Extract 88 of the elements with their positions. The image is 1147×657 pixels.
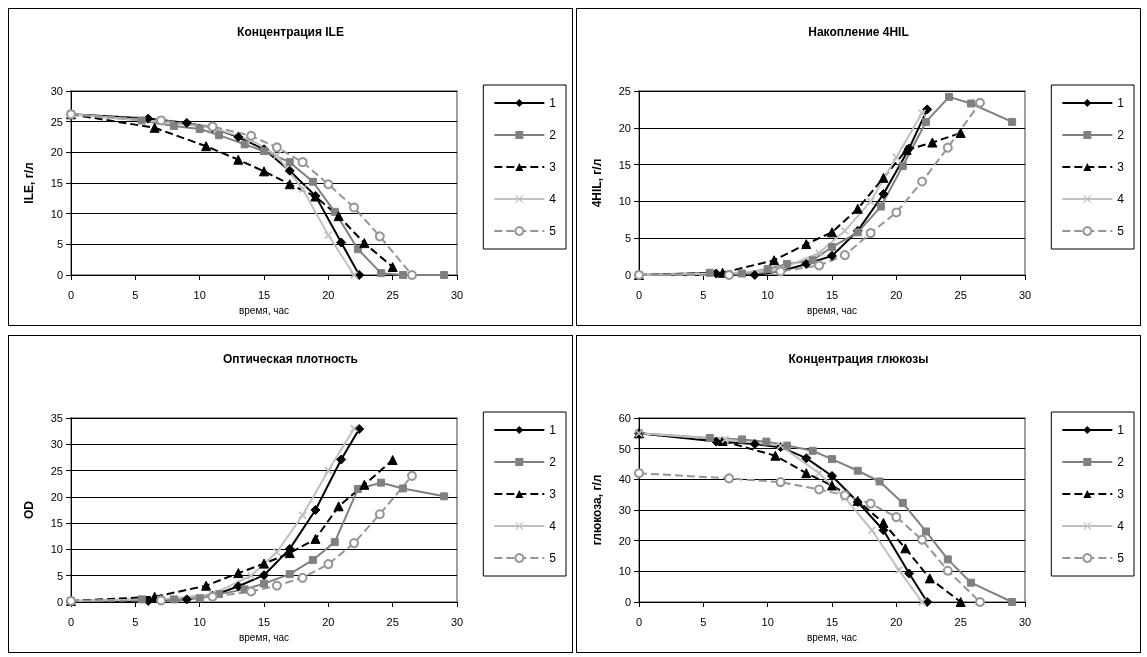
y-tick-label: 5 bbox=[56, 238, 63, 251]
y-axis-title: 4HIL, г/л bbox=[590, 158, 604, 208]
y-tick-label: 20 bbox=[50, 490, 63, 503]
x-tick-label: 25 bbox=[386, 615, 399, 628]
legend-label: 3 bbox=[1117, 160, 1125, 174]
x-axis-title: время, час bbox=[806, 631, 858, 643]
x-tick-label: 25 bbox=[386, 288, 399, 301]
legend-label: 4 bbox=[1117, 519, 1125, 533]
legend-label: 1 bbox=[1117, 423, 1125, 437]
y-tick-label: 30 bbox=[50, 438, 63, 451]
y-axis-title: глюкоза, г/л bbox=[590, 474, 604, 546]
x-tick-label: 20 bbox=[890, 288, 903, 301]
legend-label: 1 bbox=[549, 423, 557, 437]
y-tick-label: 60 bbox=[618, 412, 631, 424]
y-tick-label: 15 bbox=[50, 177, 63, 189]
x-axis-title: время, час bbox=[806, 304, 858, 316]
legend-label: 1 bbox=[1117, 96, 1125, 110]
legend-label: 5 bbox=[549, 224, 557, 238]
x-tick-label: 0 bbox=[635, 288, 643, 301]
y-tick-label: 20 bbox=[618, 121, 631, 134]
x-tick-label: 15 bbox=[257, 288, 271, 301]
y-tick-label: 10 bbox=[50, 543, 63, 556]
x-tick-label: 10 bbox=[193, 615, 206, 628]
x-axis-title: время, час bbox=[238, 631, 290, 643]
x-tick-label: 25 bbox=[954, 288, 967, 301]
x-tick-label: 0 bbox=[67, 288, 75, 301]
legend-label: 2 bbox=[549, 455, 557, 469]
x-tick-label: 15 bbox=[825, 615, 839, 628]
x-tick-label: 30 bbox=[450, 615, 464, 628]
x-tick-label: 30 bbox=[1018, 288, 1032, 301]
legend-label: 5 bbox=[549, 551, 557, 565]
y-tick-label: 35 bbox=[50, 412, 63, 424]
legend-label: 5 bbox=[1117, 551, 1125, 565]
chart-title: Концентрация ILE bbox=[237, 25, 344, 39]
y-tick-label: 30 bbox=[618, 504, 631, 516]
x-tick-label: 15 bbox=[257, 615, 271, 628]
legend-label: 5 bbox=[1117, 224, 1125, 238]
x-tick-label: 5 bbox=[132, 288, 139, 301]
y-axis-title: OD bbox=[22, 500, 36, 519]
y-tick-label: 25 bbox=[50, 115, 63, 128]
x-tick-label: 10 bbox=[761, 288, 774, 301]
x-tick-label: 20 bbox=[322, 615, 335, 628]
chart-title: Концентрация глюкозы bbox=[788, 352, 929, 366]
x-tick-label: 30 bbox=[1018, 615, 1032, 628]
x-tick-label: 20 bbox=[322, 288, 335, 301]
legend-label: 3 bbox=[549, 160, 557, 174]
legend-label: 2 bbox=[1117, 455, 1125, 469]
y-axis-title: ILE, г/л bbox=[22, 162, 36, 204]
y-tick-label: 10 bbox=[618, 565, 631, 578]
y-tick-label: 0 bbox=[56, 596, 63, 608]
y-tick-label: 5 bbox=[624, 232, 631, 245]
x-tick-label: 5 bbox=[132, 615, 139, 628]
y-tick-label: 25 bbox=[618, 85, 631, 97]
x-tick-label: 10 bbox=[193, 288, 206, 301]
chart-title: Накопление 4HIL bbox=[808, 25, 909, 39]
x-tick-label: 25 bbox=[954, 615, 967, 628]
y-tick-label: 10 bbox=[618, 195, 631, 208]
x-tick-label: 20 bbox=[890, 615, 903, 628]
legend-label: 4 bbox=[549, 519, 557, 533]
y-tick-label: 25 bbox=[50, 464, 63, 477]
legend-label: 1 bbox=[549, 96, 557, 110]
legend-label: 3 bbox=[1117, 487, 1125, 501]
legend-label: 2 bbox=[1117, 128, 1125, 142]
y-tick-label: 0 bbox=[56, 269, 63, 281]
y-tick-label: 0 bbox=[624, 596, 631, 608]
x-tick-label: 0 bbox=[67, 615, 75, 628]
legend-label: 4 bbox=[1117, 192, 1125, 206]
chart-title: Оптическая плотность bbox=[223, 352, 358, 366]
x-tick-label: 0 bbox=[635, 615, 643, 628]
legend-label: 2 bbox=[549, 128, 557, 142]
x-tick-label: 5 bbox=[700, 288, 707, 301]
y-tick-label: 15 bbox=[618, 158, 631, 171]
y-tick-label: 30 bbox=[50, 85, 63, 97]
x-tick-label: 30 bbox=[450, 288, 464, 301]
y-tick-label: 50 bbox=[618, 442, 631, 455]
x-tick-label: 15 bbox=[825, 288, 839, 301]
legend-label: 4 bbox=[549, 192, 557, 206]
x-tick-label: 10 bbox=[761, 615, 774, 628]
x-tick-label: 5 bbox=[700, 615, 707, 628]
y-tick-label: 20 bbox=[618, 534, 631, 547]
y-tick-label: 20 bbox=[50, 146, 63, 159]
x-axis-title: время, час bbox=[238, 304, 290, 316]
legend-label: 3 bbox=[549, 487, 557, 501]
y-tick-label: 10 bbox=[50, 207, 63, 220]
y-tick-label: 40 bbox=[618, 473, 631, 486]
y-tick-label: 0 bbox=[624, 269, 631, 281]
y-tick-label: 15 bbox=[50, 517, 63, 530]
y-tick-label: 5 bbox=[56, 569, 63, 582]
